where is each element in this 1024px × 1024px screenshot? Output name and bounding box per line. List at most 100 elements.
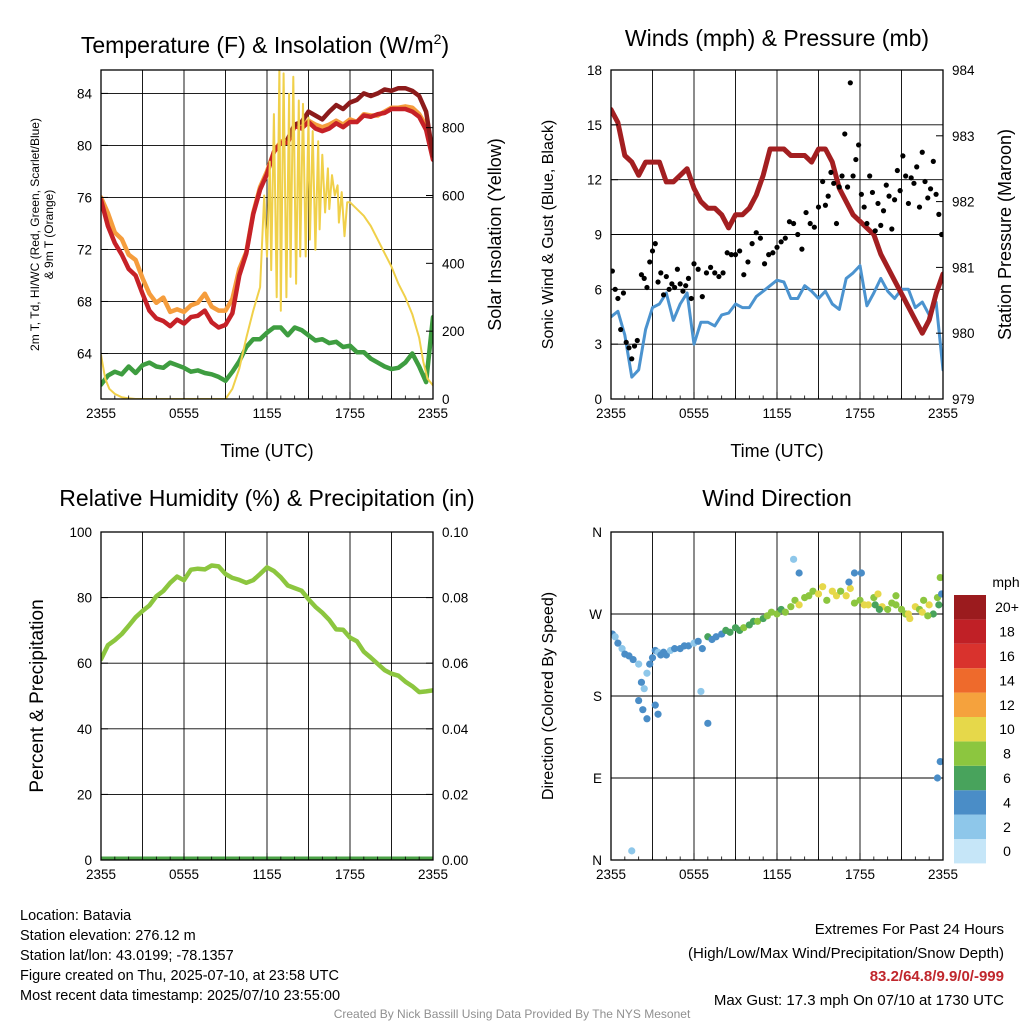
temp-ytick-label: 64 [77, 346, 93, 361]
wind-gust-point [927, 186, 934, 192]
wind-direction-point [929, 610, 937, 618]
wind-gust-point [919, 149, 925, 155]
wind-gust-point [803, 209, 809, 216]
wdir-xtick-label: 2355 [596, 867, 626, 882]
wind-direction-point [874, 590, 882, 598]
wind-direction-point [875, 605, 883, 614]
wind-gust-point [761, 261, 768, 267]
wind-direction-point [754, 617, 762, 625]
wdir-ytick-label: W [589, 607, 602, 622]
wind-gust-point [782, 235, 788, 241]
wind-direction-point [857, 569, 865, 577]
wind-y2tick-label: 984 [952, 63, 975, 78]
wind-direction-point [938, 590, 943, 598]
wind-gust-point [655, 279, 661, 285]
wind-gust-point [685, 275, 692, 281]
wind-gust-point [925, 195, 931, 201]
temp-xtick-label: 1755 [335, 406, 365, 421]
rh-y2tick-label: 0.08 [442, 591, 468, 606]
wind-gust-point [766, 252, 772, 258]
wind-plot-area [611, 80, 943, 379]
wind-gust-point [757, 235, 764, 241]
extremes-info: Extremes For Past 24 Hours (High/Low/Max… [688, 918, 1004, 1012]
wind-direction-point [846, 584, 854, 593]
temp-series-line-1 [101, 106, 433, 330]
wind-gust-point [825, 193, 831, 199]
wind-direction-point [611, 633, 619, 641]
wind-direction-point [639, 706, 647, 714]
wind-gust-point [897, 188, 903, 194]
wind-direction-point [640, 685, 648, 693]
wind-direction-point [845, 578, 853, 586]
wind-gust-point [891, 197, 898, 203]
temp-series-line-3 [101, 314, 433, 387]
wind-gust-point [875, 200, 881, 207]
temp-xtick-label: 1155 [252, 406, 281, 421]
wind-direction-point [884, 605, 892, 614]
temp-ytick-label: 72 [77, 242, 92, 257]
wind-gust-point [807, 220, 813, 227]
wind-y2tick-label: 982 [952, 195, 975, 210]
wind-gust-point [905, 200, 912, 207]
temp-ytick-label: 84 [77, 86, 93, 101]
wind-gust-point [691, 261, 697, 267]
colorbar-swatch [954, 668, 986, 693]
wind-direction-point [618, 645, 626, 653]
wind-gust-point [652, 241, 658, 247]
wind-direction-point [740, 624, 748, 632]
wind-gust-point [880, 208, 887, 214]
wind-direction-point [892, 592, 900, 600]
wind-direction-point [819, 583, 827, 591]
wind-xtick-label: 2355 [596, 406, 626, 421]
wind-gust-point [749, 241, 755, 247]
wind-gust-point [677, 281, 683, 287]
wind-gust-point [712, 270, 718, 276]
wind-gust-point [666, 286, 672, 292]
wind-direction-point [936, 758, 943, 766]
wind-gust-point [615, 295, 621, 302]
wind-gust-point [741, 272, 747, 278]
wind-direction-point [635, 660, 643, 668]
wind-direction-point [897, 605, 906, 614]
wind-gust-point [822, 202, 829, 208]
wind-gust-point [836, 184, 842, 190]
wdir-title: Wind Direction [702, 485, 852, 511]
wind-gust-point [867, 173, 873, 179]
wind-y2tick-label: 980 [952, 326, 975, 341]
rh-y2tick-label: 0.06 [442, 656, 468, 671]
wind-gust-point [620, 290, 627, 296]
wind-direction-point [648, 654, 657, 662]
wind-gust-point [831, 180, 837, 186]
wind-direction-point [936, 573, 943, 582]
wind-ytick-label: 9 [594, 228, 602, 243]
wind-gust-point [815, 204, 822, 210]
colorbar-label: 14 [999, 672, 1015, 688]
wind-gust-point [856, 142, 862, 148]
wind-direction-point [791, 596, 799, 604]
wind-gust-point [774, 244, 780, 250]
wind-gust-point [745, 259, 751, 265]
wdir-ytick-label: S [593, 689, 602, 704]
wind-gust-point [799, 246, 805, 252]
wind-gust-point [644, 284, 650, 291]
wind-direction-point [920, 596, 928, 604]
wind-direction-point [781, 608, 789, 616]
wind-gust-point [833, 220, 840, 227]
temp-ylabel-line: & 9m T (Orange) [42, 190, 56, 280]
wind-gust-point [894, 167, 900, 174]
wind-gust-point [703, 270, 710, 276]
wdir-ytick-label: E [593, 771, 602, 786]
wind-direction-point [850, 599, 859, 607]
wdir-xtick-label: 2355 [928, 867, 958, 882]
rh-ytick-label: 0 [84, 853, 92, 868]
wind-gust-point [791, 220, 797, 227]
wind-direction-point [651, 701, 659, 709]
rh-title: Relative Humidity (%) & Precipitation (i… [59, 485, 474, 511]
wind-series-line-0 [611, 264, 943, 379]
wind-gust-point [623, 339, 629, 345]
wind-direction-point [684, 642, 693, 650]
colorbar-swatch [954, 619, 986, 644]
rh-ytick-label: 80 [77, 591, 92, 606]
wind-direction-point [698, 645, 706, 653]
